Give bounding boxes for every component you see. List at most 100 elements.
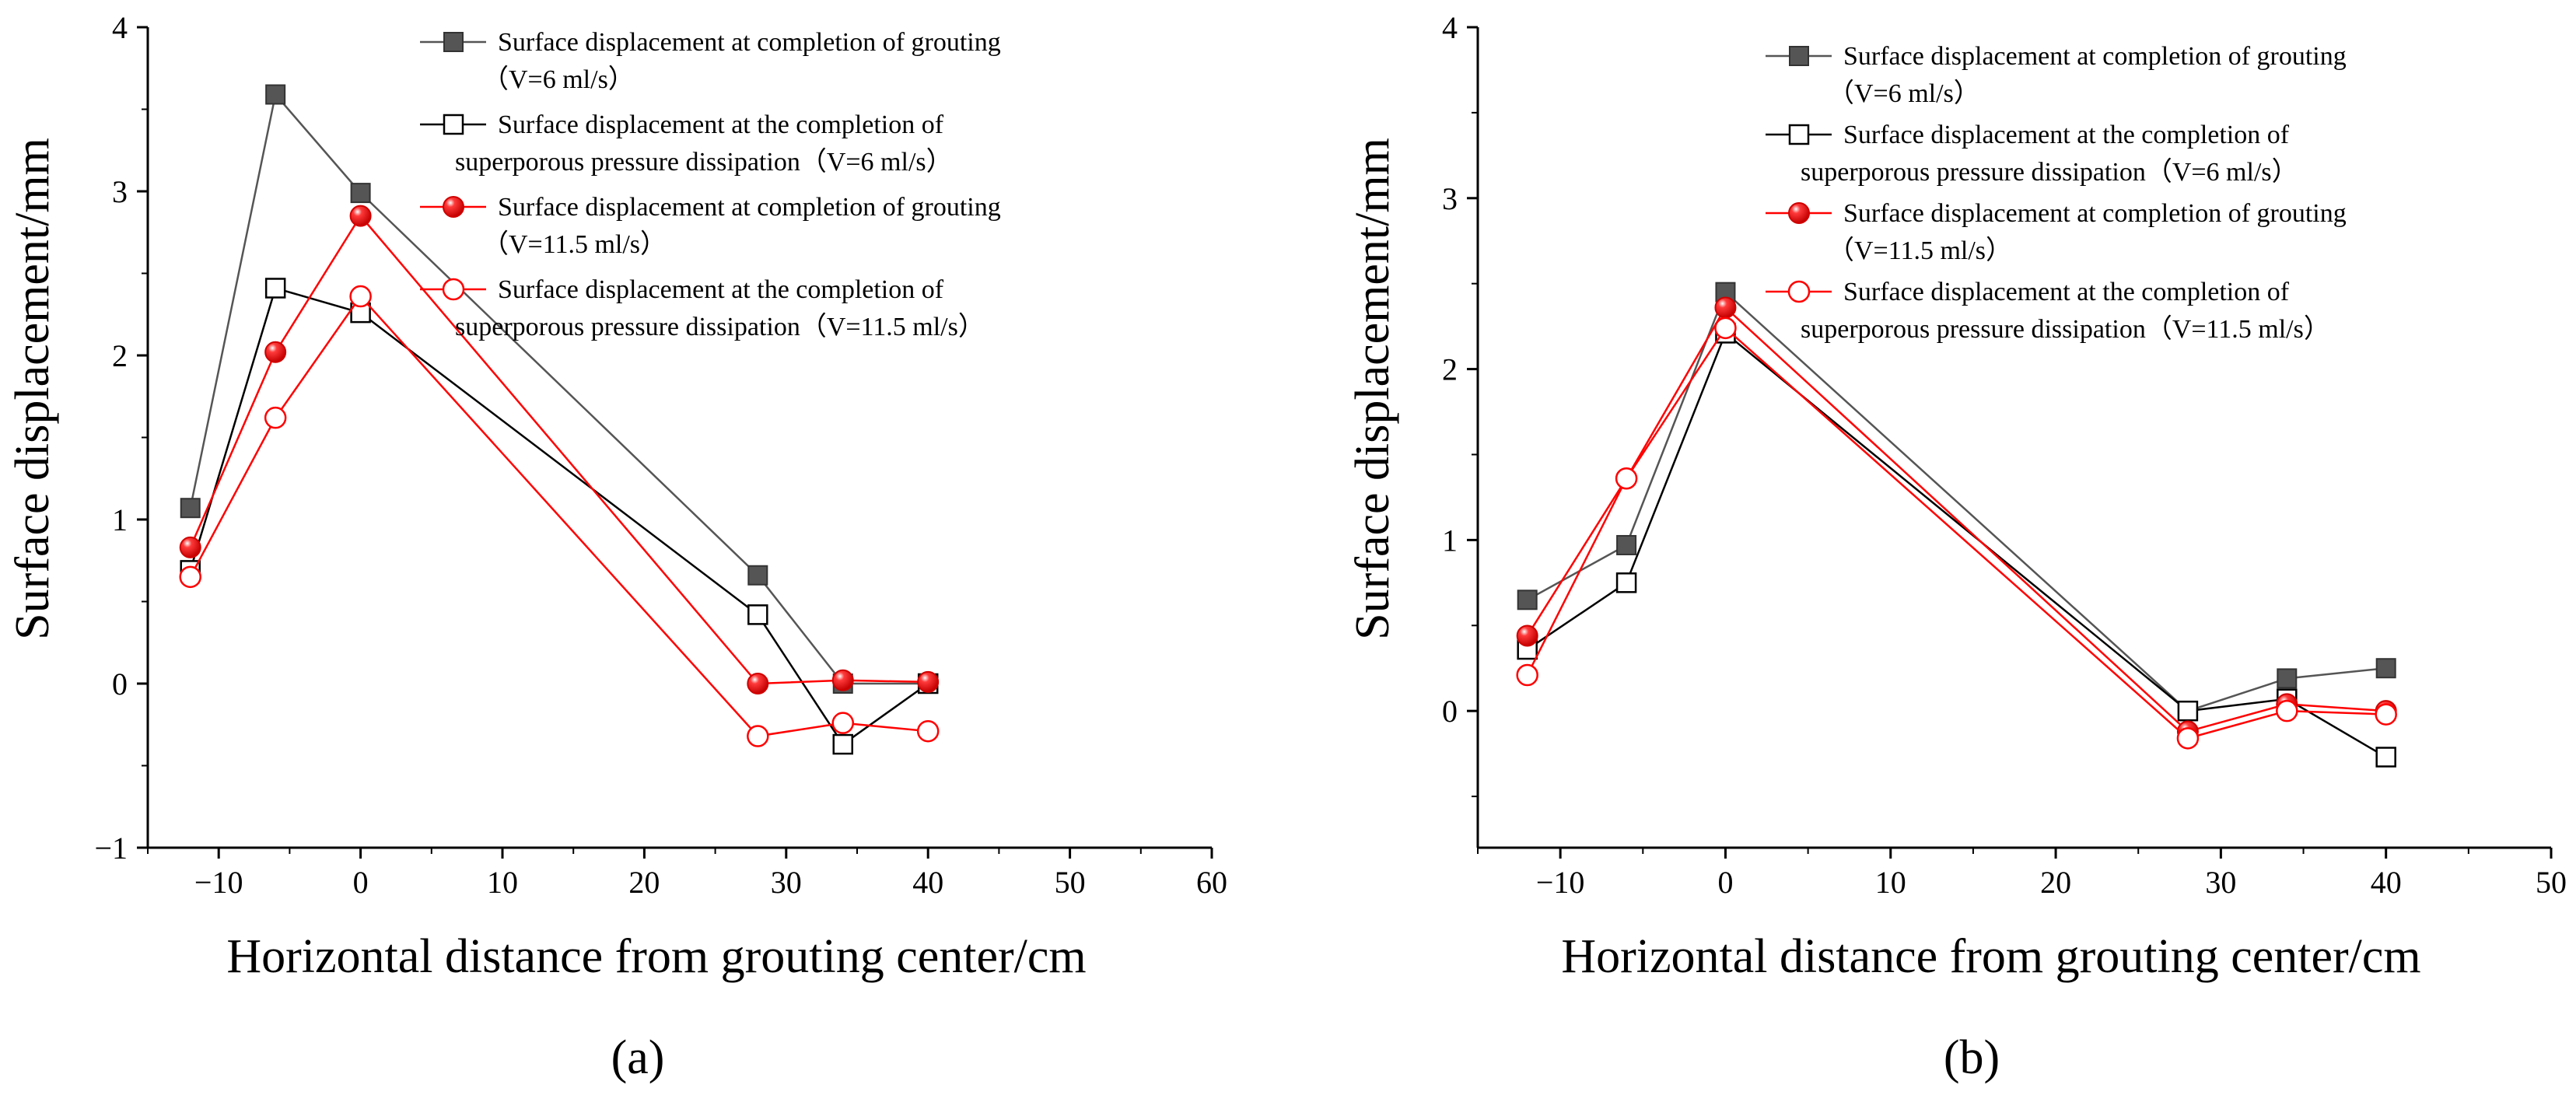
legend-label: Surface displacement at the completion o…: [498, 275, 944, 304]
data-point: [2375, 703, 2397, 726]
data-point: [747, 673, 769, 694]
data-point: [2176, 727, 2200, 750]
legend-label: Surface displacement at completion of gr…: [1843, 42, 2347, 71]
y-tick-label: 2: [112, 338, 128, 373]
legend-label: Surface displacement at the completion o…: [1843, 278, 2290, 306]
legend-label-line2: （V=11.5 ml/s）: [1828, 236, 2012, 265]
data-point: [264, 278, 286, 299]
x-tick-label: 60: [1196, 865, 1227, 900]
y-tick-label: 2: [1442, 352, 1458, 387]
data-point: [265, 84, 286, 105]
y-tick-label: 4: [112, 10, 128, 45]
data-point: [1615, 572, 1637, 593]
x-tick-label: 40: [912, 865, 943, 900]
x-tick-label: 40: [2371, 865, 2402, 900]
legend-swatch-marker: [1789, 46, 1809, 66]
legend-label-line2: （V=11.5 ml/s）: [482, 229, 667, 259]
data-point: [831, 669, 854, 691]
legend-label-line2: superporous pressure dissipation（V=11.5 …: [455, 312, 985, 341]
x-tick-label: 30: [771, 865, 802, 900]
data-point: [1714, 296, 1737, 319]
series-2: [1517, 323, 2396, 768]
legend-entry-1: Surface displacement at completion of gr…: [1766, 42, 2347, 108]
series-1: [1517, 282, 2396, 722]
legend-swatch-marker: [1787, 280, 1811, 303]
legend-swatch-marker: [443, 114, 464, 135]
panel-label-a: (a): [611, 1031, 665, 1084]
series-line: [189, 286, 929, 746]
legend-label-line2: superporous pressure dissipation（V=6 ml/…: [1801, 157, 2298, 187]
data-point: [917, 670, 940, 693]
legend-entry-2: Surface displacement at the completion o…: [1766, 121, 2298, 187]
data-point: [747, 565, 768, 586]
data-point: [747, 725, 769, 747]
x-tick-label: 50: [2536, 865, 2567, 900]
series-line: [1527, 290, 2386, 712]
y-tick-label: 3: [1442, 181, 1458, 216]
legend-entry-2: Surface displacement at the completion o…: [420, 110, 953, 177]
series-2: [180, 278, 939, 755]
data-point: [1714, 317, 1737, 340]
data-point: [1616, 534, 1637, 555]
legend-swatch-marker: [442, 278, 465, 301]
legend-entry-4: Surface displacement at the completion o…: [420, 275, 985, 341]
y-axis-title: Surface displacement/mm: [1346, 138, 1399, 640]
series-line: [1526, 331, 2387, 758]
data-point: [349, 205, 372, 227]
legend-entry-3: Surface displacement at completion of gr…: [420, 193, 1001, 259]
legend-label: Surface displacement at completion of gr…: [498, 28, 1001, 57]
data-point: [350, 183, 371, 204]
data-point: [349, 285, 372, 308]
x-tick-label: 30: [2205, 865, 2236, 900]
legend-label-line2: （V=6 ml/s）: [482, 65, 635, 94]
data-point: [916, 719, 940, 743]
legend-label-line2: superporous pressure dissipation（V=6 ml/…: [455, 147, 953, 177]
data-point: [179, 565, 201, 589]
legend-label: Surface displacement at the completion o…: [498, 110, 944, 139]
legend-label: Surface displacement at completion of gr…: [1843, 199, 2347, 228]
data-point: [180, 498, 201, 519]
series-line: [189, 92, 929, 685]
series-3: [179, 205, 940, 694]
legend-entry-1: Surface displacement at completion of gr…: [420, 28, 1001, 94]
series-line: [189, 295, 929, 737]
series-4: [179, 285, 940, 747]
data-point: [1516, 663, 1538, 687]
data-point: [2277, 668, 2298, 689]
x-axis-title: Horizontal distance from grouting center…: [226, 930, 1086, 983]
legend-label: Surface displacement at completion of gr…: [498, 193, 1001, 222]
y-tick-label: 1: [1442, 523, 1458, 558]
legend-swatch-marker: [443, 196, 464, 218]
legend-entry-3: Surface displacement at completion of gr…: [1766, 199, 2347, 265]
data-point: [747, 604, 768, 625]
data-point: [1517, 589, 1538, 610]
legend: Surface displacement at completion of gr…: [420, 28, 1001, 341]
legend-swatch-marker: [1788, 124, 1810, 145]
x-tick-label: 20: [628, 865, 660, 900]
y-tick-label: 1: [112, 502, 128, 537]
data-point: [2375, 747, 2396, 768]
data-point: [2177, 700, 2199, 722]
series-line: [1526, 326, 2386, 740]
series-line: [189, 214, 929, 685]
y-tick-label: 0: [112, 666, 128, 701]
series-4: [1516, 317, 2397, 750]
data-point: [832, 733, 854, 755]
data-point: [2375, 658, 2396, 679]
data-point: [264, 341, 287, 363]
x-tick-label: 0: [353, 865, 369, 900]
data-point: [831, 712, 855, 734]
legend-entry-4: Surface displacement at the completion o…: [1766, 278, 2330, 344]
x-tick-label: −10: [194, 865, 243, 900]
data-point: [1615, 467, 1638, 490]
data-point: [264, 406, 287, 429]
x-tick-label: 0: [1717, 865, 1733, 900]
legend-label: Surface displacement at the completion o…: [1843, 121, 2290, 149]
y-tick-label: −1: [94, 831, 128, 866]
legend-label-line2: （V=6 ml/s）: [1828, 79, 1980, 108]
series-3: [1516, 296, 2397, 743]
series-1: [180, 84, 939, 694]
data-point: [179, 536, 201, 558]
